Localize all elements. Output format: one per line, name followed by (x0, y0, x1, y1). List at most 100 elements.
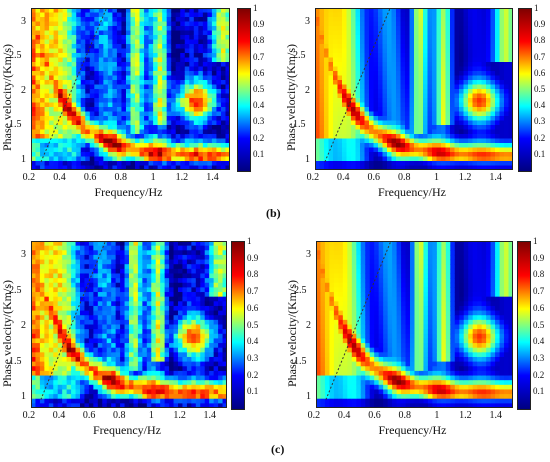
heatmap-cell (40, 93, 46, 99)
heatmap-cell (427, 66, 433, 72)
x-tick-label: 1.4 (203, 410, 217, 421)
heatmap-cell (316, 305, 322, 312)
heatmap-cell (97, 259, 103, 265)
heatmap-cell (333, 264, 339, 270)
heatmap-cell (218, 241, 224, 247)
heatmap-cell (427, 26, 433, 32)
heatmap-cell (499, 102, 505, 108)
heatmap-cell (75, 254, 81, 261)
heatmap-cell (178, 333, 184, 340)
heatmap-cell (162, 147, 168, 153)
heatmap-cell (58, 152, 64, 158)
heatmap-cell (405, 147, 411, 153)
heatmap-cell (98, 134, 104, 140)
heatmap-cell (180, 39, 186, 45)
heatmap-cell (320, 352, 326, 358)
heatmap-cell (504, 66, 510, 72)
heatmap-cell (173, 384, 179, 391)
heatmap-cell (125, 8, 132, 14)
heatmap-cell (316, 398, 322, 404)
heatmap-cell (400, 17, 406, 23)
heatmap-cell (200, 329, 206, 335)
heatmap-cell (315, 143, 321, 149)
heatmap-cell (57, 254, 63, 261)
heatmap-cell (477, 89, 483, 95)
heatmap-cell (157, 120, 163, 126)
heatmap-cell (186, 245, 192, 251)
heatmap-cell (62, 301, 68, 307)
heatmap-cell (44, 156, 50, 162)
heatmap-cell (213, 370, 219, 377)
heatmap-cell (31, 292, 37, 298)
heatmap-cell (112, 12, 118, 18)
heatmap-cell (373, 129, 379, 135)
heatmap-cell (490, 35, 496, 41)
heatmap-cell (198, 48, 204, 54)
heatmap-cell (94, 48, 100, 54)
heatmap-cell (490, 53, 496, 59)
heatmap-cell (80, 134, 86, 140)
heatmap-cell (137, 324, 143, 330)
heatmap-cell (94, 57, 100, 63)
heatmap-cell (391, 120, 397, 126)
heatmap-cell (468, 125, 474, 131)
heatmap-cell (39, 319, 45, 326)
heatmap-cell (153, 44, 159, 50)
heatmap-cell (84, 380, 90, 386)
heatmap-cell (66, 282, 72, 288)
heatmap-cell (66, 384, 72, 391)
heatmap-cell (97, 366, 103, 372)
heatmap-cell (76, 161, 82, 167)
heatmap-cell (148, 39, 154, 45)
heatmap-cell (62, 329, 68, 335)
heatmap-cell (75, 315, 81, 321)
heatmap-cell (80, 315, 86, 321)
heatmap-cell (351, 98, 357, 104)
heatmap-cell (178, 245, 184, 251)
heatmap-cell (319, 30, 325, 36)
heatmap-cell (207, 80, 213, 86)
heatmap-cell (62, 35, 68, 41)
heatmap-cell (84, 287, 90, 293)
heatmap-cell (66, 301, 72, 307)
heatmap-cell (472, 39, 478, 45)
heatmap-cell (160, 370, 166, 377)
heatmap-cell (409, 89, 415, 95)
heatmap-cell (76, 12, 82, 18)
heatmap-cell (468, 111, 474, 117)
heatmap-cell (319, 62, 325, 68)
heatmap-cell (328, 138, 334, 144)
heatmap-cell (162, 89, 168, 95)
heatmap-cell (58, 147, 64, 153)
heatmap-cell (84, 384, 90, 391)
heatmap-cell (486, 53, 492, 59)
heatmap-cell (148, 75, 154, 81)
heatmap-cell (173, 310, 179, 316)
heatmap-cell (346, 143, 352, 149)
heatmap-cell (155, 259, 161, 265)
heatmap-cell (481, 102, 487, 108)
heatmap-cell (164, 315, 170, 321)
heatmap-cell (58, 165, 64, 170)
heatmap-cell (198, 12, 204, 18)
heatmap-cell (495, 44, 501, 50)
heatmap-cell (495, 102, 501, 108)
heatmap-cell (207, 102, 213, 108)
heatmap-cell (178, 241, 184, 247)
heatmap-cell (495, 107, 501, 113)
heatmap-cell (53, 93, 59, 99)
heatmap-cell (180, 129, 186, 135)
heatmap-cell (146, 398, 152, 404)
heatmap-cell (94, 93, 100, 99)
heatmap-cell (423, 71, 429, 77)
heatmap-cell (97, 347, 103, 353)
heatmap-cell (157, 165, 163, 170)
heatmap-cell (48, 278, 54, 284)
heatmap-cell (35, 319, 41, 326)
heatmap-cell (35, 245, 41, 251)
heatmap-cell (191, 268, 197, 275)
heatmap-cell (337, 80, 343, 86)
heatmap-cell (112, 48, 118, 54)
heatmap-cell (67, 165, 73, 170)
heatmap-cell (499, 8, 505, 14)
